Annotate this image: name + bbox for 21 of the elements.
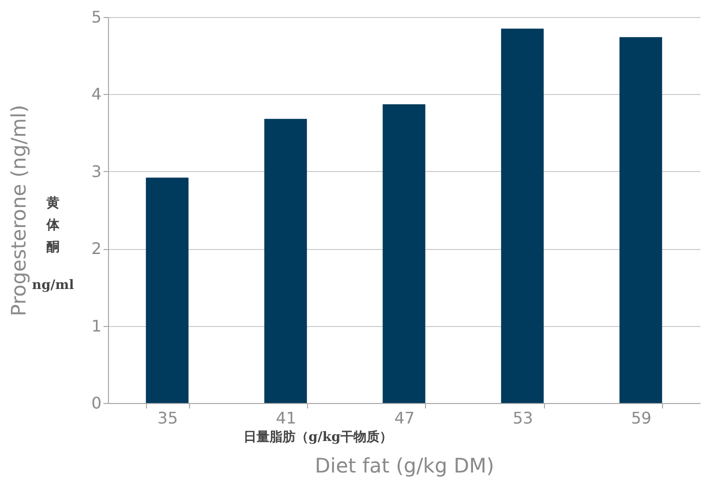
y-tick-label: 0 — [91, 394, 102, 412]
x-tick-label: 47 — [394, 408, 415, 428]
y-tick-label: 4 — [91, 84, 102, 104]
y-tick-label: 1 — [91, 316, 102, 336]
y-tick-label: 2 — [91, 239, 102, 258]
x-axis-title: Diet fat (g/kg DM) — [314, 454, 494, 478]
x-tick-label: 35 — [158, 408, 178, 428]
x-tick-label: 41 — [276, 408, 296, 428]
bar — [146, 178, 189, 403]
x-tick-label: 53 — [512, 408, 534, 428]
y-tick-label: 3 — [91, 162, 102, 181]
x-tick-label: 59 — [631, 408, 652, 428]
y-tick-label: 5 — [91, 8, 102, 26]
bar — [501, 28, 544, 403]
bar — [382, 104, 426, 403]
text: 黄体酮 — [46, 196, 60, 255]
text: ng/ml — [32, 278, 74, 293]
text: 日量脂肪（g/kg干物质） — [244, 429, 392, 445]
bar — [619, 37, 662, 403]
y-axis-title: Progesterone (ng/ml) — [6, 104, 30, 316]
bar — [264, 118, 307, 403]
